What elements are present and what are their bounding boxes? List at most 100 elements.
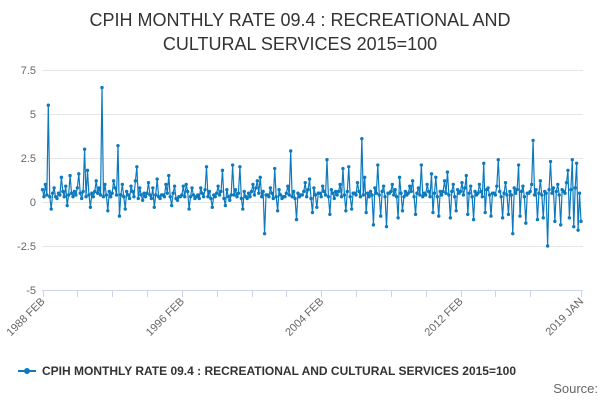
data-point-marker[interactable] [467,191,471,195]
data-point-marker[interactable] [442,179,447,183]
data-point-marker[interactable] [226,195,230,199]
data-point-marker[interactable] [91,195,96,199]
data-point-marker[interactable] [348,195,352,199]
data-point-marker[interactable] [460,180,464,185]
data-point-marker[interactable] [544,191,548,195]
data-point-marker[interactable] [349,207,354,211]
data-point-marker[interactable] [347,165,351,169]
data-point-marker[interactable] [61,189,65,194]
data-point-marker[interactable] [397,175,402,180]
data-point-marker[interactable] [310,210,315,215]
data-point-marker[interactable] [127,196,132,201]
data-point-marker[interactable] [183,195,187,199]
data-point-marker[interactable] [463,186,467,190]
data-point-marker[interactable] [233,187,238,192]
data-point-marker[interactable] [325,158,329,162]
data-point-marker[interactable] [135,165,139,169]
data-point-marker[interactable] [524,221,528,225]
data-point-marker[interactable] [123,207,127,211]
data-point-marker[interactable] [537,191,541,195]
data-point-marker[interactable] [289,149,293,153]
data-point-marker[interactable] [175,198,180,202]
data-point-marker[interactable] [471,217,476,222]
data-point-marker[interactable] [547,187,551,192]
data-point-marker[interactable] [495,184,499,188]
data-point-marker[interactable] [230,163,235,167]
data-point-marker[interactable] [394,195,399,199]
data-point-marker[interactable] [499,195,503,199]
data-point-marker[interactable] [169,203,174,208]
data-point-marker[interactable] [209,196,213,201]
data-point-marker[interactable] [487,193,492,197]
data-point-marker[interactable] [87,193,91,197]
data-point-marker[interactable] [373,186,377,190]
legend-item[interactable]: CPIH MONTHLY RATE 09.4 : RECREATIONAL AN… [18,364,516,378]
data-point-marker[interactable] [190,186,194,190]
data-point-marker[interactable] [564,180,569,185]
data-point-marker[interactable] [563,191,567,195]
data-point-marker[interactable] [498,189,502,194]
data-point-marker[interactable] [201,195,206,199]
data-point-marker[interactable] [191,193,196,197]
data-point-marker[interactable] [85,168,90,173]
data-point-marker[interactable] [409,189,413,194]
data-point-marker[interactable] [306,187,310,192]
data-point-marker[interactable] [426,189,431,194]
data-point-marker[interactable] [101,195,106,199]
data-point-marker[interactable] [437,214,441,218]
data-point-marker[interactable] [249,189,254,194]
data-point-marker[interactable] [220,168,225,173]
data-point-marker[interactable] [48,195,52,199]
data-point-marker[interactable] [389,189,393,194]
data-point-marker[interactable] [413,212,418,217]
data-point-marker[interactable] [339,195,344,199]
data-point-marker[interactable] [357,189,361,194]
data-point-marker[interactable] [181,184,185,188]
data-point-marker[interactable] [489,214,493,218]
data-point-marker[interactable] [486,186,490,190]
data-point-marker[interactable] [519,189,524,194]
data-point-marker[interactable] [572,224,576,229]
data-point-marker[interactable] [376,163,380,167]
data-point-marker[interactable] [271,196,275,201]
data-point-marker[interactable] [45,193,49,197]
data-point-marker[interactable] [100,85,104,90]
data-point-marker[interactable] [445,170,450,174]
data-point-marker[interactable] [344,209,348,213]
data-point-marker[interactable] [81,189,85,194]
data-point-marker[interactable] [464,173,469,178]
data-point-marker[interactable] [241,207,245,211]
data-point-marker[interactable] [228,198,232,202]
data-point-marker[interactable] [381,184,386,188]
data-point-marker[interactable] [323,193,328,197]
data-point-marker[interactable] [77,172,81,176]
data-point-marker[interactable] [365,191,370,195]
data-point-marker[interactable] [364,210,368,215]
data-point-marker[interactable] [512,186,516,190]
data-point-marker[interactable] [273,166,277,171]
data-point-marker[interactable] [412,195,416,199]
data-point-marker[interactable] [119,193,123,197]
data-point-marker[interactable] [171,191,175,195]
data-point-marker[interactable] [358,195,363,199]
data-point-marker[interactable] [246,191,251,195]
data-point-marker[interactable] [145,191,149,195]
data-point-marker[interactable] [477,182,482,187]
data-point-marker[interactable] [95,191,100,195]
data-point-marker[interactable] [255,179,260,183]
data-point-marker[interactable] [151,186,155,190]
data-point-marker[interactable] [354,193,358,197]
data-point-marker[interactable] [402,195,406,199]
data-point-marker[interactable] [448,216,453,220]
data-point-marker[interactable] [545,244,550,248]
data-point-marker[interactable] [124,189,129,194]
data-point-marker[interactable] [66,193,71,197]
data-point-marker[interactable] [248,195,252,199]
data-point-marker[interactable] [172,184,177,188]
data-point-marker[interactable] [384,224,389,229]
data-point-marker[interactable] [275,209,280,213]
data-point-marker[interactable] [130,189,135,194]
data-point-marker[interactable] [277,187,281,192]
data-point-marker[interactable] [109,195,113,199]
data-point-marker[interactable] [90,191,94,195]
